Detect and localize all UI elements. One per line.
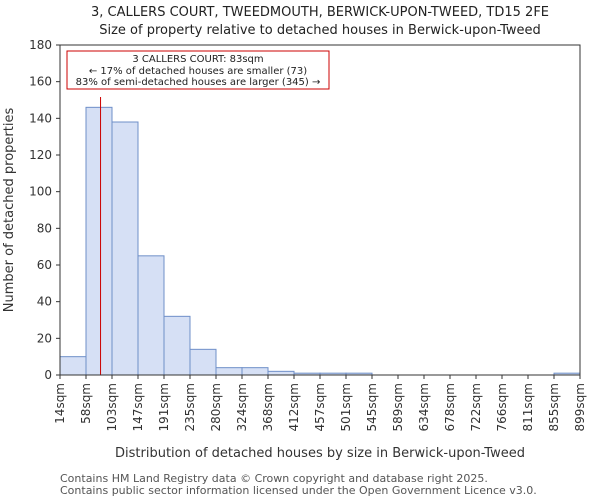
- bar-235sqm: [189, 348, 217, 376]
- x-tick-label: 147sqm: [131, 383, 145, 431]
- y-tick-label: 80: [37, 221, 52, 235]
- plot-area: 0 20 40 60 80 100 120 140 160 180 14sqm 58sqm 103sq…: [29, 38, 587, 431]
- x-tick-label: 678sqm: [443, 383, 457, 431]
- x-tick-label: 457sqm: [313, 383, 327, 431]
- footer-line-1: Contains HM Land Registry data © Crown c…: [60, 472, 488, 485]
- y-axis-ticks: 0 20 40 60 80 100 120 140 160 180: [29, 38, 60, 382]
- x-axis-label: Distribution of detached houses by size …: [115, 446, 525, 461]
- x-tick-label: 103sqm: [105, 383, 119, 431]
- bar-191sqm: [163, 315, 191, 376]
- y-tick-label: 0: [44, 368, 52, 382]
- annotation-frame: [66, 50, 330, 90]
- x-tick-label: 855sqm: [547, 383, 561, 431]
- x-tick-label: 634sqm: [417, 383, 431, 431]
- chart-subtitle: Size of property relative to detached ho…: [99, 23, 541, 38]
- x-tick-label: 368sqm: [261, 383, 275, 431]
- bar-324sqm: [241, 367, 269, 376]
- y-axis-label: Number of detached properties: [2, 108, 17, 313]
- x-tick-label: 191sqm: [157, 383, 171, 431]
- x-tick-label: 14sqm: [53, 383, 67, 424]
- bar-58sqm: [85, 106, 113, 376]
- x-tick-label: 58sqm: [79, 383, 93, 424]
- y-tick-label: 20: [37, 331, 52, 345]
- bar-14sqm: [59, 356, 87, 376]
- x-tick-label: 722sqm: [469, 383, 483, 431]
- x-tick-label: 899sqm: [573, 383, 587, 431]
- y-tick-label: 180: [29, 38, 52, 52]
- x-tick-label: 235sqm: [183, 383, 197, 431]
- x-tick-label: 545sqm: [365, 383, 379, 431]
- chart-title: 3, CALLERS COURT, TWEEDMOUTH, BERWICK-UP…: [91, 5, 549, 20]
- annotation-line-2: ← 17% of detached houses are smaller (73…: [89, 66, 307, 77]
- y-tick-label: 160: [29, 75, 52, 89]
- y-tick-label: 100: [29, 185, 52, 199]
- y-tick-label: 40: [37, 295, 52, 309]
- bars: [59, 106, 581, 376]
- bar-103sqm: [111, 121, 139, 376]
- y-tick-label: 140: [29, 111, 52, 125]
- annotation-box: 3 CALLERS COURT: 83sqm ← 17% of detached…: [66, 50, 330, 90]
- bar-280sqm: [215, 367, 243, 376]
- x-tick-label: 501sqm: [339, 383, 353, 431]
- axes-frame: [59, 44, 581, 376]
- x-tick-label: 280sqm: [209, 383, 223, 431]
- x-axis-ticks: 14sqm 58sqm 103sqm 147sqm 191sqm 235sqm 280sqm…: [53, 375, 587, 431]
- x-tick-label: 811sqm: [521, 383, 535, 431]
- x-tick-label: 324sqm: [235, 383, 249, 431]
- x-tick-label: 589sqm: [391, 383, 405, 431]
- bar-147sqm: [137, 255, 165, 376]
- y-tick-label: 120: [29, 148, 52, 162]
- annotation-line-1: 3 CALLERS COURT: 83sqm: [132, 54, 263, 65]
- y-tick-label: 60: [37, 258, 52, 272]
- bar-368sqm: [267, 370, 295, 376]
- annotation-line-3: 83% of semi-detached houses are larger (…: [76, 77, 321, 88]
- footer-line-2: Contains public sector information licen…: [60, 484, 537, 497]
- x-tick-label: 766sqm: [495, 383, 509, 431]
- x-tick-label: 412sqm: [287, 383, 301, 431]
